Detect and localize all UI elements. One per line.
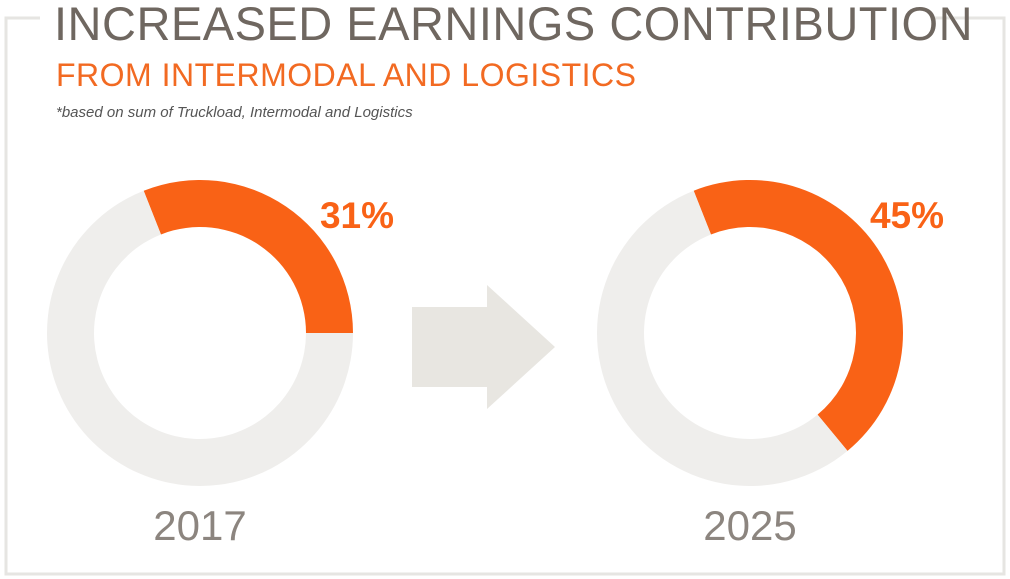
value-label: 45% <box>870 195 944 236</box>
title: INCREASED EARNINGS CONTRIBUTION <box>54 0 973 50</box>
note: *based on sum of Truckload, Intermodal a… <box>56 104 413 121</box>
donut-segment <box>693 180 903 451</box>
donut-segment <box>46 190 353 486</box>
frame <box>4 16 1006 576</box>
arrow <box>412 285 555 409</box>
donut-segment <box>143 180 353 333</box>
year-label: 2025 <box>703 502 796 549</box>
year-label: 2017 <box>153 502 246 549</box>
subtitle: FROM INTERMODAL AND LOGISTICS <box>56 57 636 93</box>
value-label: 31% <box>320 195 394 236</box>
donut-segment <box>596 190 848 486</box>
